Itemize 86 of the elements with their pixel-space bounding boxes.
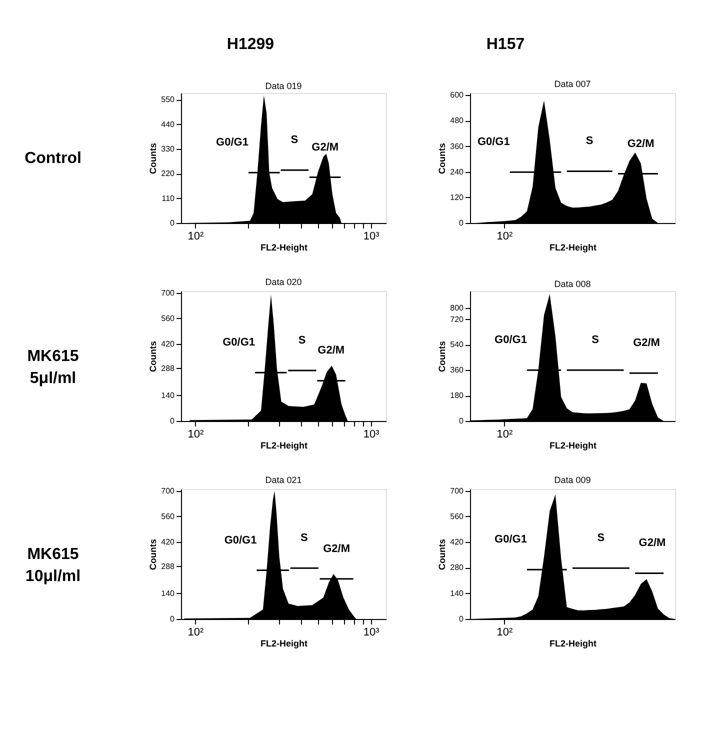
x-axis-title: FL2-Height bbox=[260, 638, 308, 648]
y-tick-label: 560 bbox=[161, 512, 176, 521]
x-tick-label: 10³ bbox=[363, 428, 380, 440]
y-tick-label: 360 bbox=[450, 366, 464, 375]
y-tick-label: 0 bbox=[170, 416, 176, 426]
annotation: G2/M bbox=[312, 141, 339, 154]
y-tick-label: 140 bbox=[450, 588, 464, 598]
y-tick-label: 330 bbox=[161, 144, 176, 154]
y-tick-label: 110 bbox=[162, 194, 176, 203]
text: MK615 10μl/ml bbox=[25, 546, 81, 585]
text: H1299 bbox=[226, 36, 274, 53]
annotation: G0/G1 bbox=[224, 534, 257, 546]
annotation: S bbox=[300, 532, 308, 544]
y-tick-label: 180 bbox=[450, 391, 464, 400]
y-tick-label: 540 bbox=[450, 340, 464, 350]
x-tick-label: 10² bbox=[188, 626, 204, 638]
y-axis-title: Counts bbox=[148, 341, 158, 372]
y-tick-label: 420 bbox=[161, 340, 176, 349]
x-axis-title: FL2-Height bbox=[550, 242, 596, 252]
y-tick-label: 480 bbox=[450, 116, 464, 126]
annotation: S bbox=[597, 532, 605, 544]
chart-title: Data 020 bbox=[265, 276, 302, 287]
x-tick-label: 10² bbox=[496, 230, 513, 242]
annotation: G2/M bbox=[633, 337, 660, 350]
y-tick-label: 560 bbox=[450, 512, 464, 521]
annotation: S bbox=[586, 135, 594, 148]
x-axis-title: FL2-Height bbox=[550, 440, 596, 450]
x-tick-label: 10² bbox=[496, 626, 513, 638]
chart-title: Data 008 bbox=[554, 279, 591, 289]
x-axis-title: FL2-Height bbox=[260, 242, 308, 252]
x-axis-title: FL2-Height bbox=[550, 638, 596, 648]
y-tick-label: 420 bbox=[161, 538, 176, 547]
y-tick-label: 0 bbox=[170, 218, 176, 228]
y-tick-label: 420 bbox=[450, 538, 464, 547]
annotation: G2/M bbox=[627, 138, 654, 150]
annotation: S bbox=[592, 334, 599, 346]
text: MK615 5μl/ml bbox=[27, 348, 79, 387]
annotation: G0/G1 bbox=[477, 136, 510, 148]
y-tick-label: 560 bbox=[161, 314, 176, 323]
y-tick-label: 220 bbox=[161, 169, 176, 178]
annotation: G0/G1 bbox=[216, 136, 248, 149]
y-tick-label: 800 bbox=[450, 303, 464, 312]
y-tick-label: 600 bbox=[450, 90, 464, 100]
annotation: G0/G1 bbox=[494, 334, 527, 346]
y-tick-label: 0 bbox=[459, 614, 464, 624]
y-axis-title: Counts bbox=[437, 539, 448, 570]
y-tick-label: 140 bbox=[161, 390, 176, 400]
annotation: G2/M bbox=[638, 537, 666, 550]
y-tick-label: 288 bbox=[161, 562, 176, 571]
y-tick-label: 0 bbox=[459, 218, 464, 228]
y-axis-title: Counts bbox=[148, 143, 158, 174]
x-tick-label: 10² bbox=[188, 230, 204, 242]
y-axis-title: Counts bbox=[148, 539, 158, 570]
y-axis-title: Counts bbox=[437, 341, 448, 372]
x-tick-label: 10² bbox=[188, 428, 204, 440]
y-tick-label: 280 bbox=[450, 563, 464, 572]
y-tick-label: 550 bbox=[161, 95, 176, 104]
x-tick-label: 10³ bbox=[363, 230, 380, 242]
y-tick-label: 0 bbox=[459, 416, 464, 426]
y-tick-label: 720 bbox=[450, 314, 464, 324]
y-tick-label: 140 bbox=[161, 588, 176, 598]
y-tick-label: 240 bbox=[450, 167, 464, 176]
y-tick-label: 0 bbox=[170, 614, 176, 624]
y-tick-label: 360 bbox=[450, 142, 464, 151]
annotation: G2/M bbox=[323, 542, 350, 555]
y-tick-label: 440 bbox=[161, 120, 176, 129]
y-axis-title: Counts bbox=[437, 143, 448, 174]
y-tick-label: 700 bbox=[161, 288, 176, 298]
y-tick-label: 120 bbox=[450, 192, 464, 202]
annotation: G0/G1 bbox=[494, 534, 527, 546]
annotation: S bbox=[298, 334, 306, 346]
x-tick-label: 10² bbox=[496, 428, 513, 440]
annotation: G0/G1 bbox=[222, 336, 255, 349]
y-tick-label: 700 bbox=[161, 486, 176, 496]
y-tick-label: 700 bbox=[450, 486, 464, 496]
annotation: G2/M bbox=[318, 344, 345, 357]
chart-title: Data 021 bbox=[265, 474, 302, 485]
text: H157 bbox=[486, 36, 525, 53]
annotation: S bbox=[290, 134, 298, 146]
chart-title: Data 019 bbox=[265, 81, 302, 91]
chart-title: Data 007 bbox=[554, 79, 591, 90]
x-tick-label: 10³ bbox=[363, 626, 380, 638]
x-axis-title: FL2-Height bbox=[260, 440, 308, 450]
y-tick-label: 288 bbox=[161, 364, 176, 373]
text: Control bbox=[24, 150, 82, 167]
chart-title: Data 009 bbox=[554, 474, 591, 485]
